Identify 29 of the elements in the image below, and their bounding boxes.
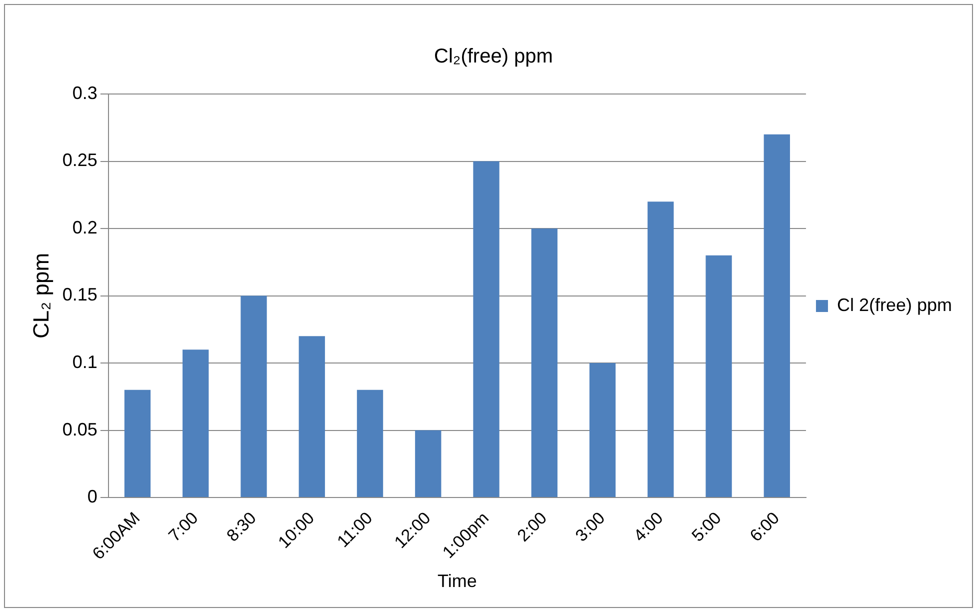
y-axis-title: CL₂ ppm <box>28 252 54 339</box>
x-axis-title: Time <box>438 571 477 592</box>
y-tick-label: 0.1 <box>72 352 98 372</box>
bar <box>648 202 674 498</box>
y-tick-label: 0.25 <box>62 150 98 170</box>
bar <box>415 430 442 498</box>
legend-label: Cl 2(free) ppm <box>836 294 952 315</box>
bar <box>124 390 151 498</box>
bar <box>240 296 267 498</box>
bar <box>531 228 558 498</box>
x-tick-label: 4:00 <box>630 508 667 546</box>
y-tick-label: 0.05 <box>62 419 98 440</box>
bar <box>706 255 732 498</box>
y-tick-label: 0.15 <box>62 284 98 305</box>
bar <box>764 134 790 498</box>
bar <box>473 161 500 498</box>
bar <box>182 350 209 498</box>
y-tick-label: 0.3 <box>72 82 98 103</box>
x-tick-label: 8:30 <box>223 508 260 546</box>
bar <box>298 336 325 498</box>
x-tick-label: 7:00 <box>164 508 202 546</box>
x-tick-label: 5:00 <box>688 508 725 546</box>
y-tick-label: 0 <box>87 486 98 507</box>
y-tick-label: 0.2 <box>72 217 98 238</box>
bar <box>356 390 384 498</box>
bar <box>589 363 616 498</box>
x-tick-label: 6:00 <box>746 508 784 546</box>
chart-title: Cl₂(free) ppm <box>434 46 553 68</box>
x-tick-label: 3:00 <box>572 508 609 546</box>
